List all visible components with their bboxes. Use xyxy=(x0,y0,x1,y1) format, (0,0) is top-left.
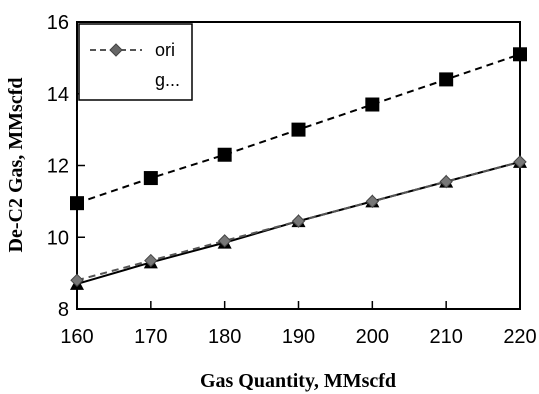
y-tick-label: 16 xyxy=(47,12,69,34)
y-tick-label: 8 xyxy=(58,299,69,321)
legend-box xyxy=(78,23,193,101)
x-tick-label: 210 xyxy=(429,326,462,348)
data-point-diamond xyxy=(217,234,232,248)
x-tick-label: 160 xyxy=(60,326,93,348)
data-point-square xyxy=(513,47,527,62)
x-tick-label: 170 xyxy=(134,326,167,348)
x-tick-label: 220 xyxy=(503,326,536,348)
x-axis-title: Gas Quantity, MMscfd xyxy=(200,370,396,392)
data-point-square xyxy=(365,97,380,112)
x-tick-label: 200 xyxy=(356,326,389,348)
data-point-square xyxy=(291,122,306,137)
y-axis-title: De-C2 Gas, MMscfd xyxy=(5,78,27,253)
data-point-diamond xyxy=(70,273,84,288)
y-tick-label: 12 xyxy=(47,156,69,178)
y-tick-label: 14 xyxy=(47,84,69,106)
legend-marker-ori xyxy=(109,43,123,57)
legend-label-ori: ori xyxy=(155,40,175,60)
data-point-square xyxy=(143,171,158,186)
y-axis-ticks: 8 10 12 14 16 xyxy=(47,12,85,321)
legend: ori g... xyxy=(78,23,193,101)
data-point-square xyxy=(439,72,454,87)
series-layer xyxy=(70,47,527,290)
data-point-diamond xyxy=(439,174,453,189)
x-tick-label: 180 xyxy=(208,326,241,348)
data-point-diamond xyxy=(144,253,158,268)
data-point-diamond xyxy=(291,214,306,228)
data-point-square xyxy=(70,196,84,211)
data-point-diamond xyxy=(513,155,527,169)
x-tick-label: 190 xyxy=(282,326,315,348)
data-point-square xyxy=(217,147,232,162)
data-point-diamond xyxy=(365,194,380,209)
y-tick-label: 10 xyxy=(47,227,69,249)
x-axis-ticks: 160 170 180 190 200 210 220 xyxy=(60,301,537,348)
legend-label-g: g... xyxy=(155,70,180,90)
